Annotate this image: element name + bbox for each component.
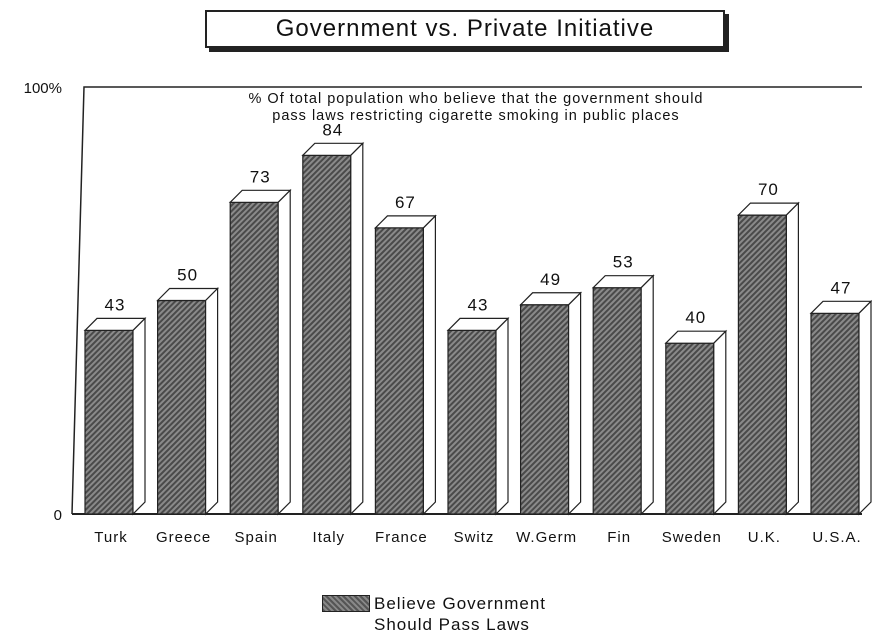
legend-swatch: [322, 595, 370, 612]
bar-sweden: 40: [664, 308, 728, 516]
legend-label-line1: Believe Government: [374, 594, 547, 613]
bar-side: [567, 291, 582, 516]
bar-side: [785, 201, 800, 516]
bar-spain: 73: [228, 167, 292, 516]
bar-front: [665, 342, 715, 515]
bar-chart: % Of total population who believe that t…: [24, 80, 872, 546]
x-tick-label: Turk: [94, 529, 127, 546]
y-tick-label: 100%: [24, 80, 62, 97]
bars: 43 50 73 84 67 43 49 53 40 70 47: [83, 120, 872, 516]
x-tick-label: Italy: [313, 529, 346, 546]
x-tick-label: Sweden: [662, 529, 722, 546]
bar-side: [858, 299, 872, 516]
bar-side: [277, 188, 291, 516]
data-label: 43: [468, 295, 489, 314]
bar-side: [640, 274, 654, 516]
bar-greece: 50: [156, 266, 220, 516]
x-tick-label: Switz: [454, 529, 495, 546]
bar-front: [592, 287, 642, 515]
bar-side: [350, 141, 364, 516]
x-tick-label: France: [375, 529, 428, 546]
bar-usa: 47: [809, 278, 872, 516]
y-axis: 0 100%: [24, 80, 62, 524]
x-tick-label: Spain: [235, 529, 278, 546]
bar-wgerm: 49: [519, 270, 583, 516]
data-label: 50: [177, 266, 198, 285]
bar-front: [229, 201, 279, 515]
bar-turk: 43: [83, 295, 147, 516]
bar-side: [713, 329, 727, 516]
x-tick-label: U.K.: [748, 529, 781, 546]
data-label: 53: [613, 253, 634, 272]
data-label: 43: [105, 295, 126, 314]
x-tick-label: W.Germ: [516, 529, 577, 546]
x-tick-label: U.S.A.: [812, 529, 861, 546]
plot-back-wall: [71, 86, 862, 515]
bar-front: [302, 154, 352, 515]
chart-subtitle-line2: pass laws restricting cigarette smoking …: [272, 108, 679, 124]
data-label: 40: [685, 308, 706, 327]
bar-switz: 43: [446, 295, 510, 516]
bar-france: 67: [373, 193, 437, 516]
x-axis: Turk Greece Spain Italy France Switz W.Germ Fin…: [94, 529, 861, 546]
legend-label: Believe Government Should Pass Laws: [374, 593, 614, 635]
bar-front: [84, 329, 134, 515]
x-tick-label: Greece: [156, 529, 211, 546]
data-label: 70: [758, 180, 779, 199]
data-label: 73: [250, 167, 271, 186]
data-label: 67: [395, 193, 416, 212]
bar-front: [737, 214, 788, 515]
bar-uk: 70: [736, 180, 800, 516]
bar-front: [447, 329, 497, 515]
legend-label-line2: Should Pass Laws: [374, 615, 530, 634]
chart-subtitle-line1: % Of total population who believe that t…: [249, 91, 704, 107]
bar-side: [495, 316, 509, 516]
x-tick-label: Fin: [607, 529, 631, 546]
bar-side: [132, 316, 146, 516]
chart-subtitle: % Of total population who believe that t…: [249, 91, 704, 124]
chart-title: Government vs. Private Initiative: [275, 15, 655, 42]
bar-front: [519, 304, 570, 515]
data-label: 84: [322, 120, 343, 139]
bar-front: [810, 312, 860, 515]
bar-side: [205, 287, 219, 516]
data-label: 47: [831, 278, 852, 297]
chart-title-box: Government vs. Private Initiative: [205, 10, 725, 48]
data-label: 49: [540, 270, 561, 289]
bar-front: [374, 227, 424, 515]
bar-side: [422, 214, 436, 516]
y-tick-label: 0: [54, 507, 62, 524]
bar-front: [157, 299, 207, 515]
bar-italy: 84: [301, 120, 365, 516]
bar-fin: 53: [591, 253, 655, 516]
